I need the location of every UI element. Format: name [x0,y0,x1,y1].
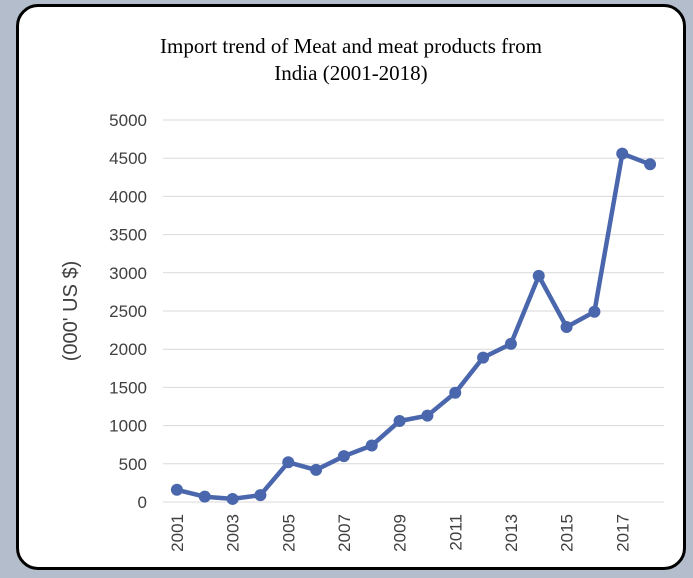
x-tick-label-2011: 2011 [446,514,465,551]
data-point-2001 [170,483,183,496]
x-tick-label-2001: 2001 [168,514,187,552]
x-tick-label-2015: 2015 [558,514,577,552]
x-tick-label-2005: 2005 [279,514,298,552]
data-point-2009 [393,415,406,428]
data-point-2012 [477,351,490,364]
x-tick-label-2003: 2003 [224,514,243,552]
x-tick-label-2017: 2017 [613,514,632,552]
x-tick-label-2009: 2009 [391,514,410,552]
data-point-2004 [254,489,267,502]
y-tick-label-4000: 4000 [109,187,147,206]
data-point-2018 [644,158,657,171]
data-point-2005 [282,456,295,469]
series-line-0 [174,151,653,502]
data-point-2007 [337,450,350,463]
chart-title: Import trend of Meat and meat products f… [19,33,683,87]
data-point-2008 [365,439,378,452]
data-point-2015 [560,321,573,334]
chart-frame: Import trend of Meat and meat products f… [16,4,686,570]
data-point-2014 [532,269,545,282]
data-point-2006 [310,463,323,476]
data-point-2010 [421,409,434,422]
data-point-2003 [226,492,239,505]
y-tick-label-1000: 1000 [109,417,147,436]
data-point-2002 [198,490,211,503]
line-chart: 0 500 1000 1500 2000 2500 3000 3500 4000 4500 5000… [60,111,664,552]
data-point-2011 [449,386,462,399]
y-axis-label: (000' US $) [60,261,82,362]
y-tick-label-3000: 3000 [109,264,147,283]
y-tick-label-1500: 1500 [109,378,147,397]
x-tick-label-2007: 2007 [335,514,354,552]
y-tick-label-5000: 5000 [109,111,147,130]
y-tick-label-500: 500 [119,455,147,474]
x-tick-label-2013: 2013 [502,514,521,552]
y-tick-label-3500: 3500 [109,226,147,245]
y-tick-label-2500: 2500 [109,302,147,321]
data-point-2013 [504,337,517,350]
y-tick-label-2000: 2000 [109,340,147,359]
data-point-2016 [588,305,601,318]
chart-title-line-1: Import trend of Meat and meat products f… [160,34,542,58]
y-tick-label-0: 0 [138,493,147,512]
chart-title-line-2: India (2001-2018) [274,61,428,85]
y-tick-label-4500: 4500 [109,149,147,168]
data-point-2017 [616,147,629,160]
